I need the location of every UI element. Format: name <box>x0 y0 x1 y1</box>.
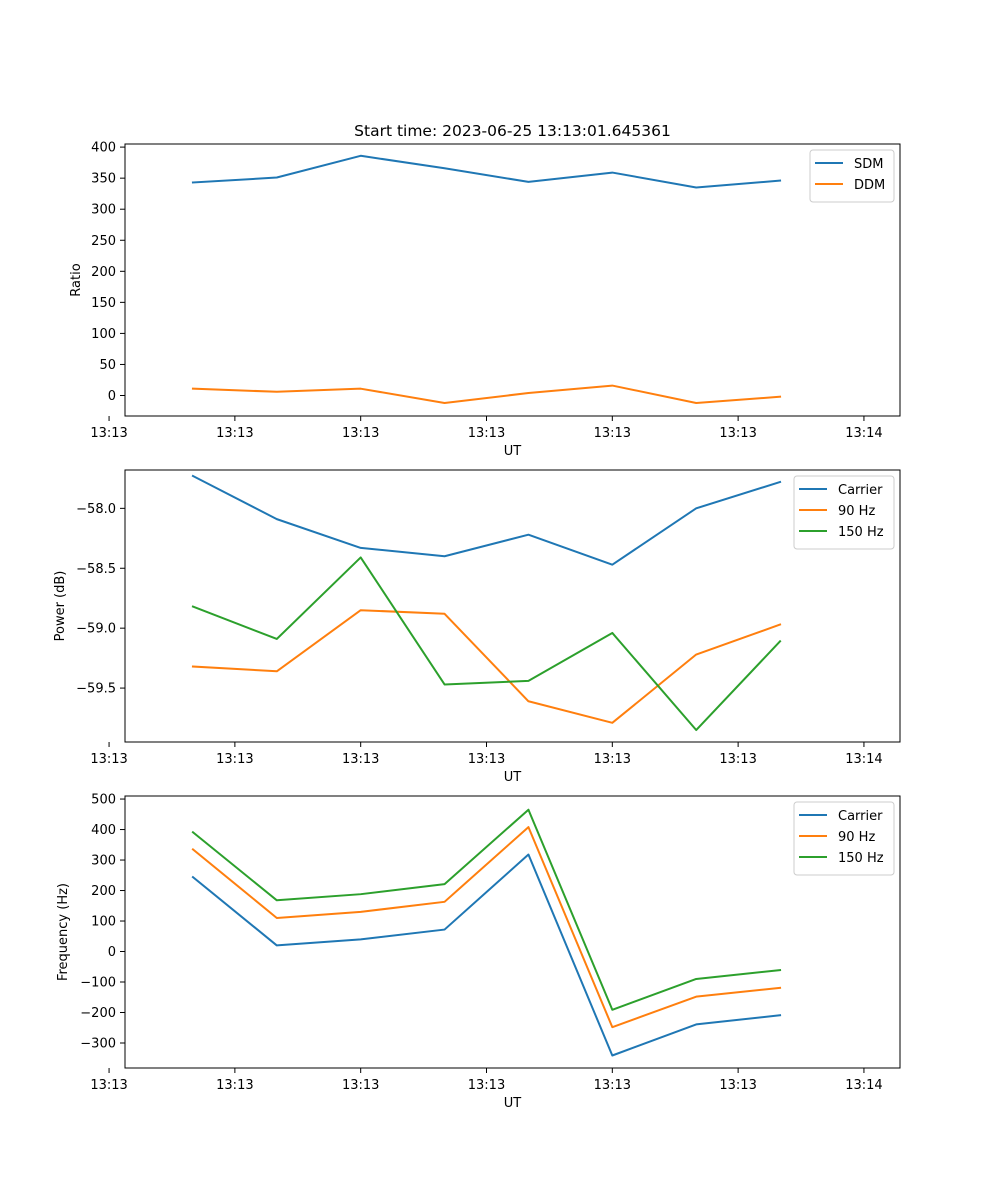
y-tick-label: 0 <box>108 945 116 960</box>
y-tick-label: −58.0 <box>76 502 116 517</box>
legend: SDM DDM <box>809 149 895 203</box>
x-tick-label: 13:14 <box>845 426 882 441</box>
series-line-90-hz <box>191 826 782 1029</box>
y-axis-label: Frequency (Hz) <box>56 883 71 981</box>
x-tick-label: 13:13 <box>468 426 505 441</box>
axes-frame <box>124 143 901 417</box>
series-line-90-hz <box>191 609 782 724</box>
y-tick-label: 150 <box>91 296 116 311</box>
series-line-carrier <box>191 474 782 566</box>
legend-label: Carrier <box>838 483 883 498</box>
legend-label: SDM <box>854 157 883 172</box>
y-tick-label: −200 <box>80 1006 116 1021</box>
x-tick-label: 13:13 <box>719 426 756 441</box>
y-tick-label: 50 <box>99 358 116 373</box>
y-tick-label: −59.5 <box>76 682 116 697</box>
y-tick-label: 500 <box>91 793 116 808</box>
axes-frame <box>124 469 901 743</box>
series-line-ddm <box>191 384 782 404</box>
y-tick-label: 300 <box>91 854 116 869</box>
series-line-150-hz <box>191 808 782 1011</box>
y-tick-label: 400 <box>91 823 116 838</box>
y-tick-label: −58.5 <box>76 562 116 577</box>
x-tick-label: 13:13 <box>216 1078 253 1093</box>
y-tick-label: 200 <box>91 265 116 280</box>
x-tick-label: 13:13 <box>342 426 379 441</box>
y-tick-label: 250 <box>91 234 116 249</box>
x-axis-label: UT <box>504 444 522 459</box>
x-tick-label: 13:13 <box>468 1078 505 1093</box>
subplot-2: 13:13 13:13 13:13 13:13 13:13 13:13 13:14 −59.5… <box>53 469 901 785</box>
x-tick-label: 13:13 <box>594 1078 631 1093</box>
y-tick-label: 400 <box>91 141 116 156</box>
y-axis-label: Power (dB) <box>53 571 68 642</box>
legend: Carrier 90 Hz 150 Hz <box>793 475 895 550</box>
x-tick-label: 13:13 <box>90 1078 127 1093</box>
x-tick-label: 13:13 <box>216 752 253 767</box>
x-tick-label: 13:13 <box>342 1078 379 1093</box>
legend: Carrier 90 Hz 150 Hz <box>793 801 895 876</box>
legend-label: Carrier <box>838 809 883 824</box>
y-tick-label: −59.0 <box>76 622 116 637</box>
x-tick-label: 13:13 <box>719 752 756 767</box>
x-tick-label: 13:13 <box>594 426 631 441</box>
axes-frame <box>124 795 901 1069</box>
x-tick-label: 13:13 <box>342 752 379 767</box>
panels-group: 13:13 13:13 13:13 13:13 13:13 13:13 13:14 0 50 10… <box>53 141 901 1111</box>
y-axis-label: Ratio <box>69 263 84 296</box>
x-tick-label: 13:14 <box>845 1078 882 1093</box>
x-tick-label: 13:13 <box>90 752 127 767</box>
y-tick-label: 100 <box>91 915 116 930</box>
legend-label: 150 Hz <box>838 851 884 866</box>
legend-label: 150 Hz <box>838 525 884 540</box>
series-line-150-hz <box>191 556 782 732</box>
y-tick-label: −100 <box>80 976 116 991</box>
legend-label: 90 Hz <box>838 830 875 845</box>
x-tick-label: 13:13 <box>90 426 127 441</box>
subplot-3: 13:13 13:13 13:13 13:13 13:13 13:13 13:14 −300 −… <box>56 793 901 1111</box>
y-tick-label: −300 <box>80 1036 116 1051</box>
series-line-carrier <box>191 853 782 1057</box>
legend-label: 90 Hz <box>838 504 875 519</box>
figure-title: Start time: 2023-06-25 13:13:01.645361 <box>354 122 671 140</box>
subplot-1: 13:13 13:13 13:13 13:13 13:13 13:13 13:14 0 50 10… <box>69 141 901 459</box>
y-tick-label: 300 <box>91 203 116 218</box>
x-tick-label: 13:13 <box>719 1078 756 1093</box>
x-tick-label: 13:13 <box>468 752 505 767</box>
y-tick-label: 200 <box>91 884 116 899</box>
legend-label: DDM <box>854 178 885 193</box>
y-tick-label: 100 <box>91 327 116 342</box>
x-axis-label: UT <box>504 770 522 785</box>
x-tick-label: 13:14 <box>845 752 882 767</box>
y-tick-label: 350 <box>91 172 116 187</box>
x-tick-label: 13:13 <box>216 426 253 441</box>
series-line-sdm <box>191 154 782 189</box>
x-tick-label: 13:13 <box>594 752 631 767</box>
y-tick-label: 0 <box>108 389 116 404</box>
x-axis-label: UT <box>504 1096 522 1111</box>
